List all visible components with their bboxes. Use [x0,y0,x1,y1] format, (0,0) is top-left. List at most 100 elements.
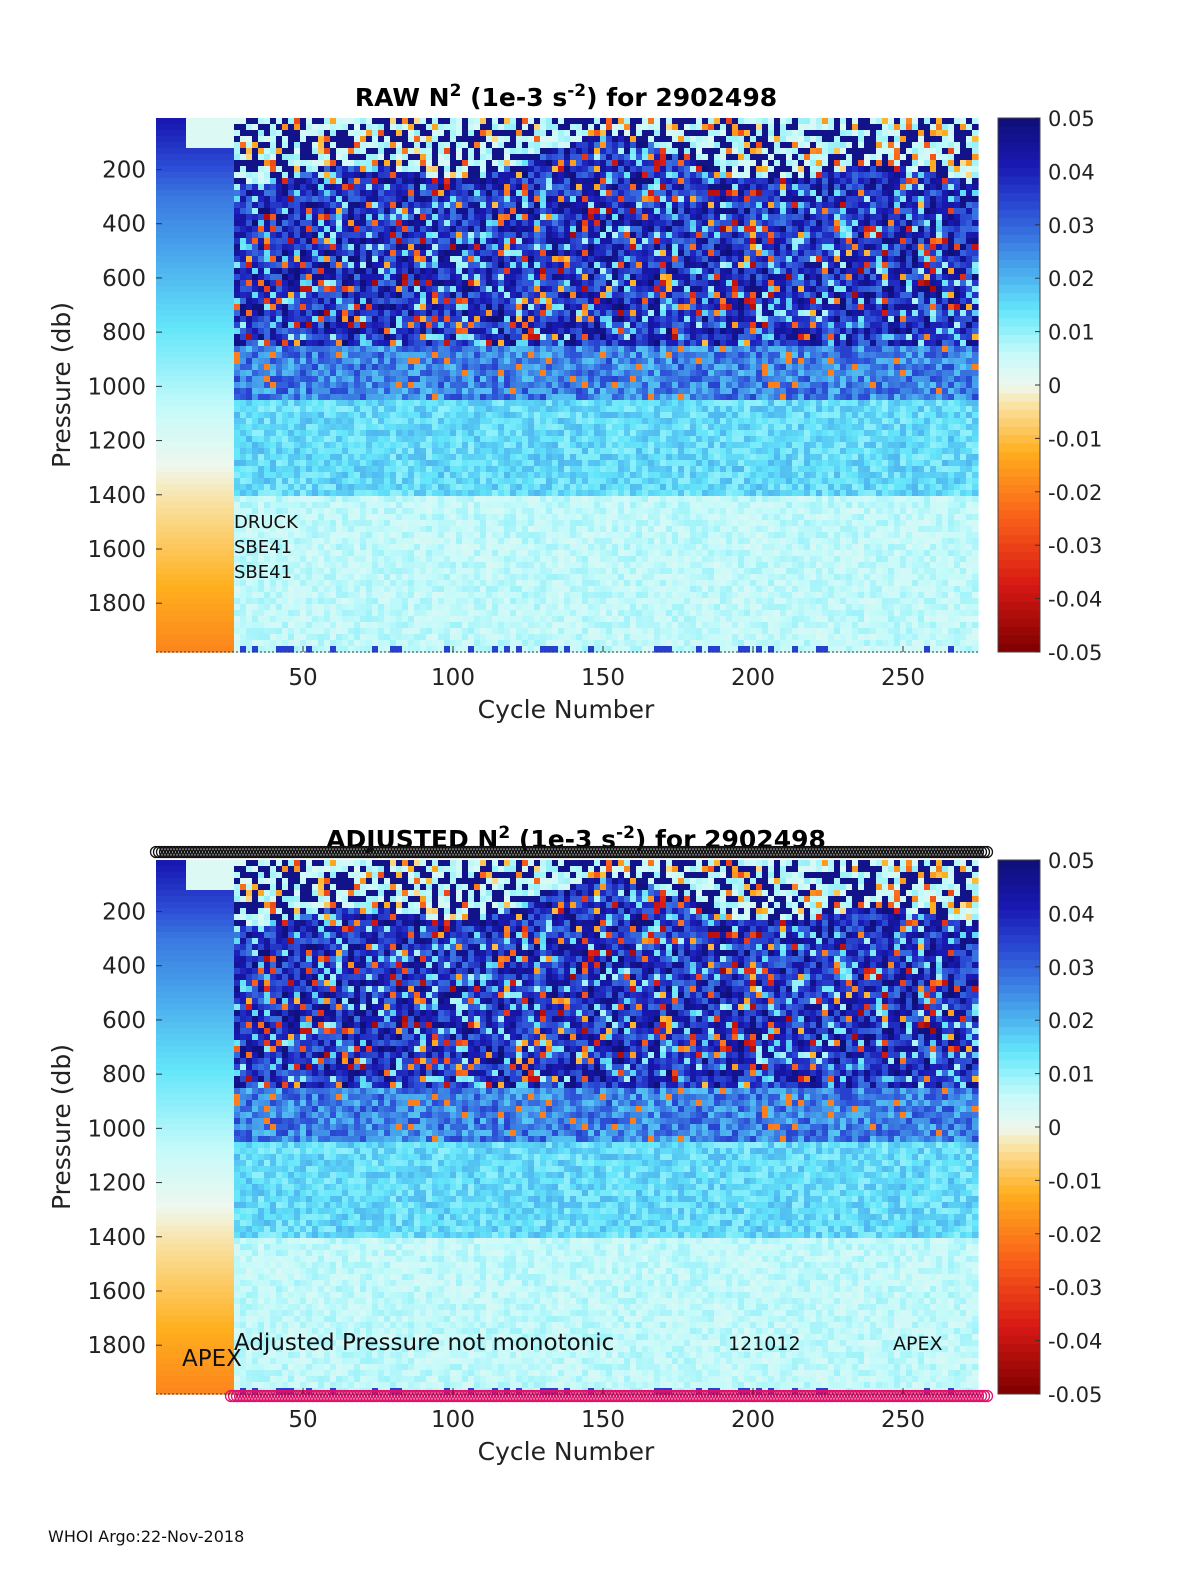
heatmap-cell [246,172,253,179]
heatmap-cell [198,430,205,437]
heatmap-cell [198,352,205,359]
heatmap-cell [486,436,493,443]
heatmap-cell [210,544,217,551]
heatmap-cell [198,382,205,389]
heatmap-cell [216,214,223,221]
heatmap-cell [204,232,211,239]
heatmap-cell [366,412,373,419]
heatmap-cell [210,184,217,191]
heatmap-cell [276,370,283,377]
heatmap-cell [162,244,169,251]
heatmap-cell [252,448,259,455]
heatmap-cell [282,202,289,209]
heatmap-cell [216,268,223,275]
heatmap-cell [186,394,193,401]
heatmap-cell [432,556,439,563]
heatmap-cell [426,604,433,611]
heatmap-cell [324,418,331,425]
heatmap-cell [264,298,271,305]
heatmap-cell [186,148,193,155]
heatmap-cell [192,628,199,635]
heatmap-cell [198,628,205,635]
heatmap-cell [258,214,265,221]
heatmap-cell [252,220,259,227]
heatmap-cell [444,478,451,485]
heatmap-cell [234,508,241,515]
heatmap-cell [318,268,325,275]
heatmap-cell [408,358,415,365]
heatmap-cell [420,130,427,137]
heatmap-cell [216,634,223,641]
heatmap-cell [342,196,349,203]
heatmap-cell [210,268,217,275]
heatmap-cell [420,124,427,131]
heatmap-cell [318,316,325,323]
heatmap-cell [270,358,277,365]
heatmap-cell [264,340,271,347]
heatmap-cell [414,364,421,371]
heatmap-cell [480,316,487,323]
heatmap-cell [444,580,451,587]
heatmap-cell [204,346,211,353]
heatmap-cell [300,298,307,305]
heatmap-cell [306,514,313,521]
heatmap-cell [186,640,193,647]
heatmap-cell [408,160,415,167]
heatmap-cell [336,322,343,329]
heatmap-cell [414,580,421,587]
heatmap-cell [450,622,457,629]
heatmap-cell [426,472,433,479]
heatmap-cell [222,238,229,245]
heatmap-cell [348,646,355,653]
heatmap-cell [486,166,493,173]
heatmap-cell [474,586,481,593]
heatmap-cell [318,502,325,509]
heatmap-cell [408,232,415,239]
heatmap-cell [222,346,229,353]
heatmap-cell [198,562,205,569]
heatmap-cell [228,262,235,269]
heatmap-cell [288,196,295,203]
heatmap-cell [390,232,397,239]
heatmap-cell [222,358,229,365]
heatmap-cell [444,202,451,209]
heatmap-cell [426,166,433,173]
heatmap-cell [210,220,217,227]
heatmap-cell [396,526,403,533]
heatmap-cell [366,334,373,341]
heatmap-cell [420,394,427,401]
heatmap-cell [420,382,427,389]
heatmap-cell [312,166,319,173]
heatmap-cell [396,292,403,299]
heatmap-cell [342,370,349,377]
heatmap-cell [342,550,349,557]
heatmap-cell [216,358,223,365]
heatmap-cell [444,550,451,557]
heatmap-cell [210,364,217,371]
heatmap-cell [486,508,493,515]
heatmap-cell [168,424,175,431]
heatmap-cell [378,598,385,605]
heatmap-cell [354,574,361,581]
heatmap-cell [378,382,385,389]
heatmap-cell [216,544,223,551]
heatmap-cell [390,406,397,413]
heatmap-cell [276,214,283,221]
heatmap-cell [282,328,289,335]
heatmap-cell [294,160,301,167]
heatmap-cell [402,472,409,479]
heatmap-cell [318,142,325,149]
heatmap-cell [444,520,451,527]
heatmap-cell [180,556,187,563]
heatmap-cell [162,388,169,395]
heatmap-cell [276,454,283,461]
heatmap-cell [234,304,241,311]
heatmap-cell [414,388,421,395]
heatmap-cell [378,556,385,563]
heatmap-cell [174,190,181,197]
heatmap-cell [492,124,499,131]
heatmap-cell [174,508,181,515]
heatmap-cell [198,442,205,449]
heatmap-cell [396,430,403,437]
heatmap-cell [252,256,259,263]
